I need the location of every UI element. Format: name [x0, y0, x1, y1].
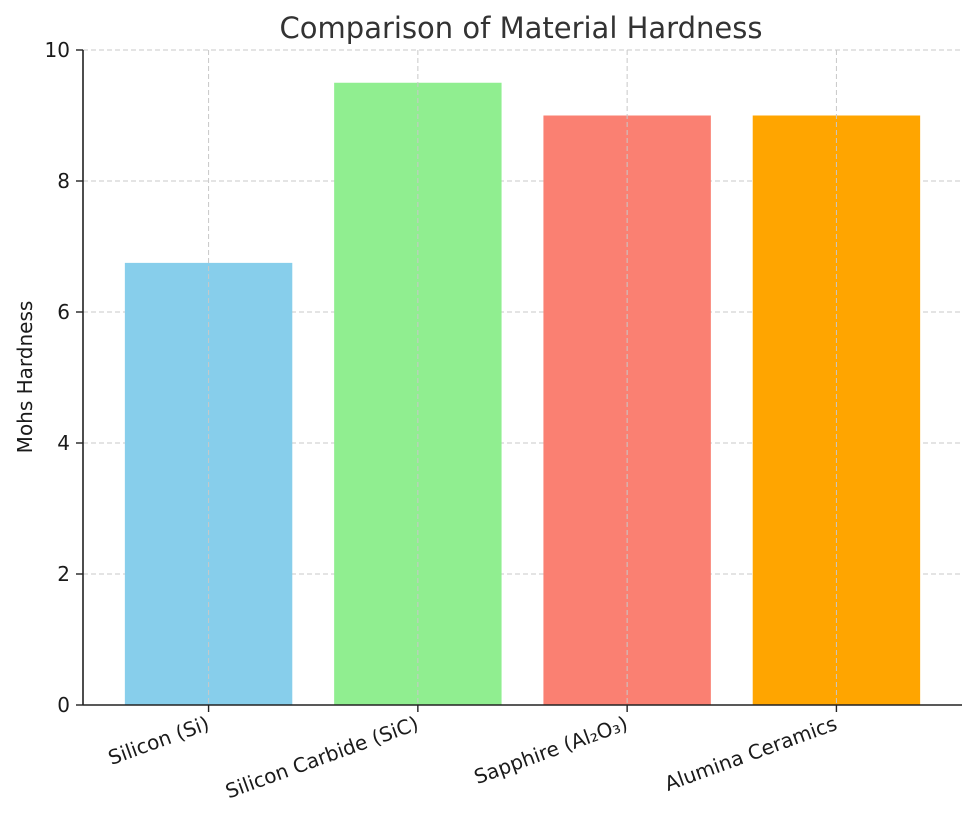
- axis-layer: [82, 50, 962, 706]
- y-tick-layer: 0 2 4 6 8 10: [45, 38, 83, 717]
- y-tick-label: 2: [57, 562, 70, 586]
- x-tick-label: Alumina Ceramics: [661, 711, 840, 796]
- y-tick-label: 8: [57, 169, 70, 193]
- y-tick-label: 0: [57, 693, 70, 717]
- x-tick-label: Silicon (Si): [105, 711, 212, 770]
- bar-layer: [124, 82, 921, 705]
- y-tick-label: 6: [57, 300, 70, 324]
- x-grid-layer: [208, 50, 837, 705]
- x-tick-layer: Silicon (Si) Silicon Carbide (SiC) Sapphir…: [105, 705, 840, 803]
- y-tick-label: 4: [57, 431, 70, 455]
- chart-title: Comparison of Material Hardness: [280, 11, 763, 45]
- y-tick-label: 10: [45, 38, 70, 62]
- x-tick-label: Silicon Carbide (SiC): [222, 711, 421, 803]
- y-axis-label: Mohs Hardness: [13, 301, 37, 454]
- x-tick-label: Sapphire (Al₂O₃): [471, 711, 631, 789]
